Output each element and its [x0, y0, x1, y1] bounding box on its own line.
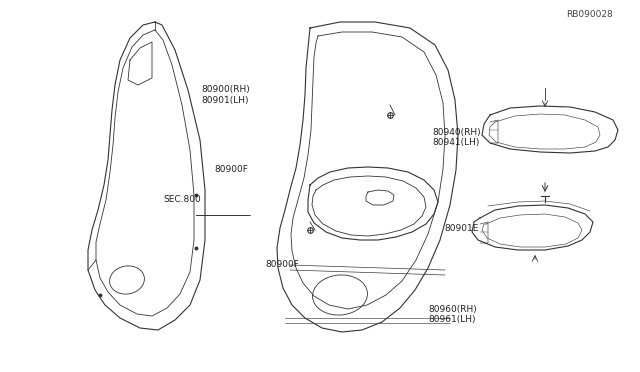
Text: 80940(RH)
80941(LH): 80940(RH) 80941(LH) — [432, 128, 481, 147]
Text: 80900F: 80900F — [214, 165, 248, 174]
Text: RB090028: RB090028 — [566, 10, 613, 19]
Text: 80901E: 80901E — [445, 224, 479, 233]
Text: 80900(RH)
80901(LH): 80900(RH) 80901(LH) — [202, 85, 250, 105]
Text: SEC.800: SEC.800 — [163, 195, 201, 203]
Text: 80960(RH)
80961(LH): 80960(RH) 80961(LH) — [429, 305, 477, 324]
Text: 80900F: 80900F — [266, 260, 300, 269]
